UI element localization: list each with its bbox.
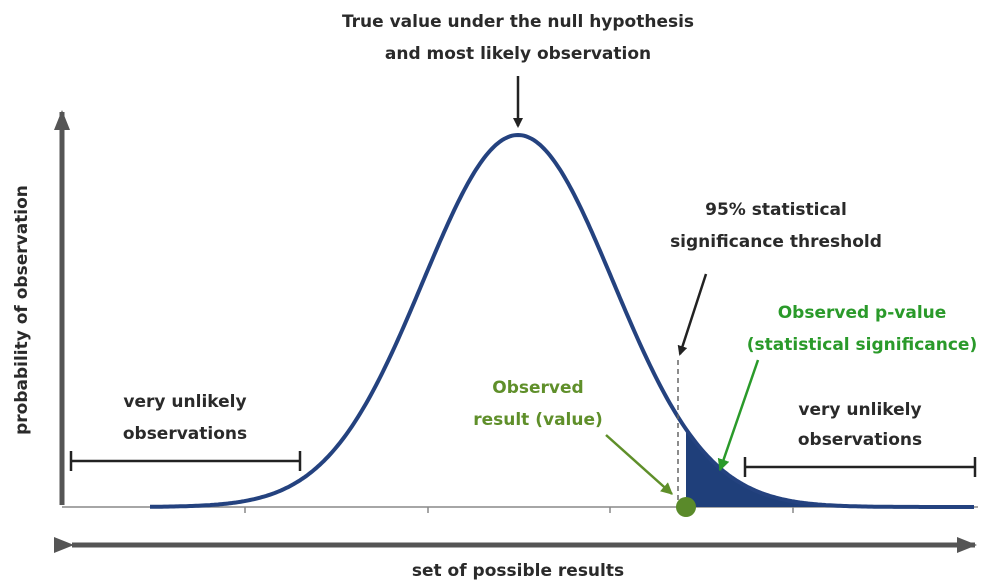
arrow	[717, 359, 760, 472]
arrow	[605, 434, 673, 495]
distribution-curve	[150, 132, 974, 509]
annotation: True value under the null hypothesis	[342, 12, 694, 32]
annotation: result (value)	[473, 410, 603, 430]
left-bracket	[69, 451, 302, 471]
x-axis-label: set of possible results	[412, 561, 624, 581]
annotation: 95% statistical	[705, 200, 847, 220]
observed-point	[676, 497, 696, 517]
annotation: significance threshold	[670, 232, 882, 252]
axis-ticks	[244, 507, 794, 513]
annotation: very unlikely	[123, 392, 246, 412]
annotation: Observed p-value	[778, 303, 947, 323]
p-value-area	[686, 429, 975, 507]
annotation: (statistical significance)	[747, 335, 977, 355]
annotation: very unlikely	[798, 400, 921, 420]
y-axis-label: probability of observation	[12, 185, 32, 435]
annotation: observations	[798, 430, 922, 450]
annotation: and most likely observation	[385, 44, 651, 64]
arrow	[677, 273, 708, 356]
annotation: observations	[123, 424, 247, 444]
annotation: Observed	[492, 378, 583, 398]
right-bracket	[743, 457, 977, 477]
